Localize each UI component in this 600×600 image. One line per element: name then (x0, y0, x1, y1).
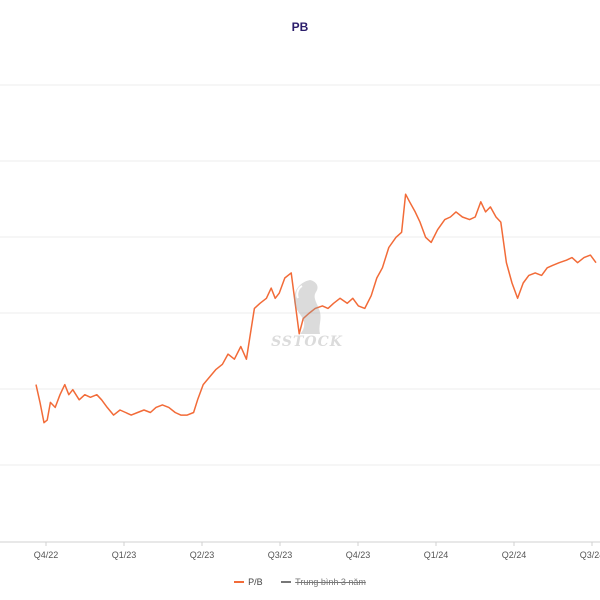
x-axis-ticks: Q4/22 Q1/23 Q2/23 Q3/23 Q4/23 Q1/24 Q2/24 Q3/24 (34, 542, 600, 560)
legend-label-3yr-average: Trung bình 3 năm (295, 577, 366, 587)
legend-swatch-pb (234, 581, 245, 583)
x-tick-label: Q3/24 (580, 550, 600, 560)
x-tick-label: Q4/22 (34, 550, 59, 560)
x-tick-label: Q2/23 (190, 550, 215, 560)
x-tick-label: Q1/23 (112, 550, 137, 560)
chart-title: PB (291, 20, 309, 34)
legend-swatch-3yr-average (281, 581, 292, 583)
legend-item-3yr-average[interactable]: Trung bình 3 năm (281, 577, 366, 587)
series-layer (35, 193, 597, 424)
legend-item-pb[interactable]: P/B (234, 577, 263, 587)
x-tick-label: Q2/24 (502, 550, 527, 560)
watermark-text: SSTOCK (271, 334, 343, 350)
x-tick-label: Q3/23 (268, 550, 293, 560)
gridlines (0, 84, 600, 543)
legend-label-pb: P/B (248, 577, 263, 587)
series-line-pb (35, 193, 597, 424)
x-tick-label: Q4/23 (346, 550, 371, 560)
watermark: SSTOCK (262, 276, 352, 356)
x-tick-label: Q1/24 (424, 550, 449, 560)
legend: P/B Trung bình 3 năm (0, 575, 600, 587)
horse-head-icon (294, 280, 321, 334)
